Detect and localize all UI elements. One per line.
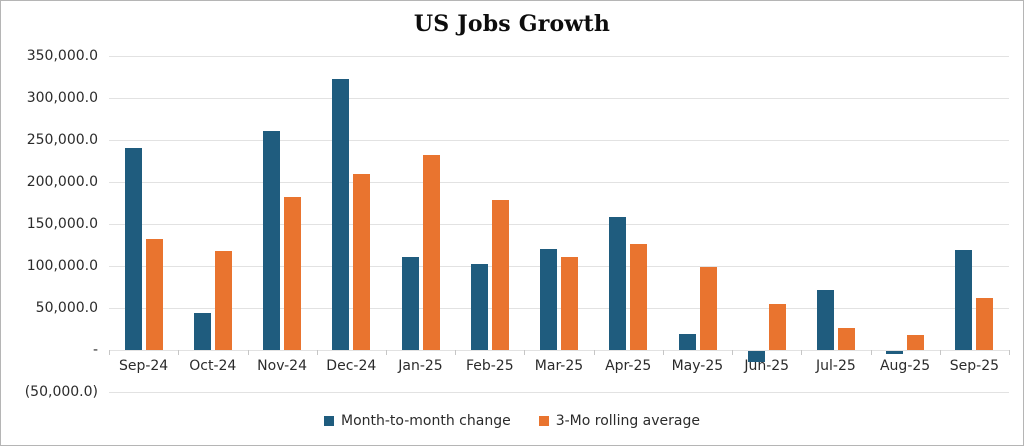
bar-monthly-Aug-25 (886, 351, 904, 355)
gridline (109, 224, 1009, 225)
legend: Month-to-month change 3-Mo rolling avera… (1, 413, 1023, 429)
x-axis-tick (109, 350, 110, 355)
legend-swatch-rolling-average (538, 416, 549, 426)
bar-rolling-May-25 (699, 266, 717, 350)
bar-rolling-Apr-25 (630, 243, 648, 350)
x-axis-tick (732, 350, 734, 355)
x-axis-label: Nov-24 (257, 358, 307, 374)
x-axis-label: Jul-25 (816, 358, 856, 374)
bar-monthly-Mar-25 (540, 249, 557, 350)
x-axis-tick (316, 350, 318, 355)
bar-monthly-Oct-24 (193, 313, 211, 350)
x-axis-tick (870, 350, 872, 355)
bar-monthly-May-25 (678, 334, 696, 350)
legend-item-rolling-average: 3-Mo rolling average (538, 413, 700, 429)
x-axis-tick (247, 350, 249, 355)
bar-monthly-Apr-25 (609, 217, 627, 350)
bar-monthly-Sep-24 (124, 148, 142, 350)
chart-title: US Jobs Growth (413, 11, 611, 37)
legend-label-rolling-average: 3-Mo rolling average (555, 413, 700, 429)
bar-rolling-Aug-25 (907, 334, 925, 350)
bar-rolling-Jul-25 (837, 328, 855, 350)
x-axis-tick (939, 350, 941, 355)
bar-rolling-Dec-24 (353, 174, 371, 350)
bar-rolling-Oct-24 (214, 250, 232, 350)
x-axis-tick (178, 350, 180, 355)
y-axis-label: 350,000.0 (26, 48, 98, 64)
y-axis-label: 100,000.0 (26, 258, 98, 274)
bar-monthly-Jul-25 (816, 289, 834, 350)
y-axis-label: 50,000.0 (35, 300, 98, 316)
bar-rolling-Feb-25 (491, 199, 509, 350)
gridline (109, 266, 1009, 267)
bar-rolling-Mar-25 (561, 256, 578, 350)
gridline (109, 56, 1009, 57)
bar-monthly-Nov-24 (263, 130, 281, 350)
gridline (109, 182, 1009, 183)
x-axis-tick (524, 350, 526, 355)
bar-monthly-Jun-25 (747, 351, 765, 362)
bar-rolling-Sep-24 (145, 239, 163, 350)
legend-label-month-to-month: Month-to-month change (341, 413, 511, 429)
x-axis-label: Sep-24 (118, 358, 169, 374)
bar-monthly-Dec-24 (332, 78, 350, 350)
bar-rolling-Sep-25 (976, 297, 994, 350)
x-axis-label: May-25 (671, 358, 724, 374)
x-axis-tick (385, 350, 387, 355)
bar-monthly-Feb-25 (470, 264, 488, 350)
legend-swatch-month-to-month (324, 416, 334, 426)
x-axis-tick (593, 350, 595, 355)
y-axis-label: 200,000.0 (26, 174, 98, 190)
x-axis-label: Feb-25 (465, 358, 514, 374)
x-axis-tick (455, 350, 457, 355)
gridline (109, 392, 1009, 393)
bar-rolling-Nov-24 (284, 197, 302, 350)
x-axis-label: Jun-25 (744, 358, 790, 374)
bar-monthly-Sep-25 (955, 250, 973, 350)
gridline (109, 308, 1009, 309)
y-axis-label: 250,000.0 (26, 132, 98, 148)
bar-rolling-Jun-25 (768, 304, 786, 350)
x-axis-label: Dec-24 (326, 358, 377, 374)
x-axis-label: Jan-25 (398, 358, 443, 374)
x-axis-tick (1009, 350, 1010, 355)
x-axis-tick (662, 350, 664, 355)
x-axis-label: Mar-25 (534, 358, 584, 374)
y-axis-label: - (92, 342, 98, 358)
y-axis-label: 150,000.0 (26, 216, 98, 232)
bar-rolling-Jan-25 (422, 155, 440, 350)
legend-item-month-to-month: Month-to-month change (324, 413, 511, 429)
y-axis-label: 300,000.0 (26, 90, 98, 106)
gridline (109, 140, 1009, 141)
x-axis-label: Aug-25 (879, 358, 931, 374)
gridline (109, 350, 1009, 351)
gridline (109, 98, 1009, 99)
y-axis-label: (50,000.0) (24, 384, 98, 400)
x-axis-label: Apr-25 (605, 358, 652, 374)
x-axis-label: Sep-25 (949, 358, 1000, 374)
x-axis-tick (801, 350, 803, 355)
x-axis-label: Oct-24 (189, 358, 237, 374)
bar-monthly-Jan-25 (401, 256, 419, 350)
